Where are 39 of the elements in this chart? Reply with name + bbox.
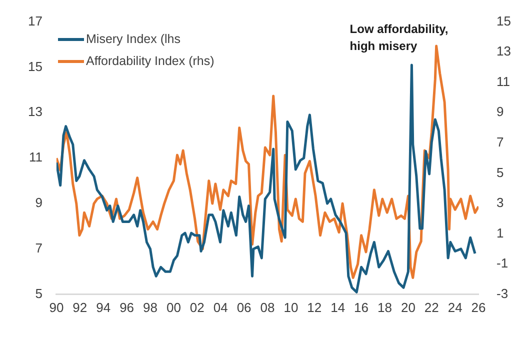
- x-tick-label: 22: [424, 300, 439, 315]
- y-tick-label: 5: [35, 286, 42, 301]
- x-tick-label: 92: [72, 300, 88, 315]
- x-tick-label: 08: [260, 300, 275, 315]
- y2-tick-label: 1: [496, 225, 504, 240]
- legend-label: Misery Index (lhs: [86, 32, 180, 46]
- y-tick-label: 7: [35, 240, 42, 256]
- x-tick-label: 94: [96, 300, 111, 315]
- x-tick-label: 10: [284, 300, 298, 315]
- y2-tick-label: -3: [496, 286, 508, 301]
- legend-label: Affordability Index (rhs): [86, 54, 214, 68]
- y-tick-label: 9: [35, 195, 42, 210]
- x-tick-label: 12: [307, 300, 322, 315]
- x-tick-label: 14: [330, 300, 346, 315]
- y2-tick-label: 15: [496, 13, 512, 28]
- annotation: Low affordability, high misery: [350, 22, 448, 54]
- x-tick-label: 24: [448, 300, 462, 315]
- y-tick-label: 13: [28, 104, 42, 120]
- y-tick-label: 15: [28, 58, 42, 74]
- x-tick-label: 16: [354, 300, 369, 315]
- x-tick-label: 02: [190, 300, 204, 315]
- x-tick-label: 00: [166, 300, 181, 315]
- x-tick-label: 90: [49, 300, 64, 315]
- x-tick-label: 98: [143, 300, 158, 315]
- x-tick-label: 06: [236, 300, 252, 315]
- y-tick-label: 11: [28, 150, 42, 165]
- x-tick-label: 04: [213, 300, 228, 315]
- y2-tick-label: 11: [496, 74, 510, 89]
- y2-tick-label: 7: [496, 134, 504, 150]
- x-tick-label: 20: [400, 300, 416, 315]
- y-tick-label: 17: [28, 13, 42, 28]
- y2-tick-label: 13: [496, 44, 512, 59]
- y2-tick-label: 5: [496, 164, 504, 180]
- y2-tick-label: -1: [496, 256, 508, 271]
- y2-tick-label: 3: [496, 195, 504, 210]
- y2-tick-label: 9: [496, 104, 504, 120]
- x-tick-label: 96: [120, 300, 134, 315]
- x-tick-label: 18: [378, 300, 392, 315]
- x-tick-label: 26: [471, 300, 486, 315]
